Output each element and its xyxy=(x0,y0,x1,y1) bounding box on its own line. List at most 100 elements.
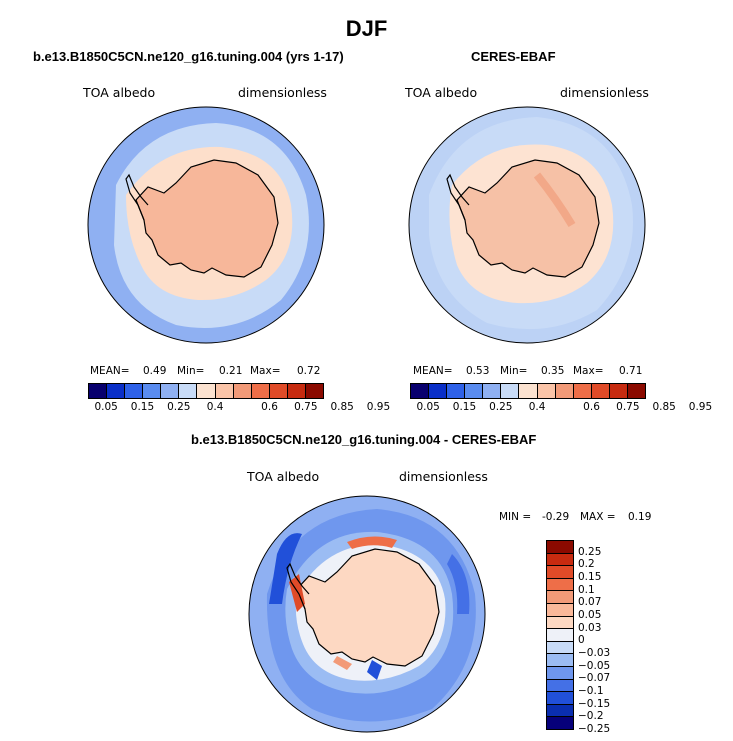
colorbar-swatch xyxy=(107,384,126,398)
colorbar-tick-label: 0.05 xyxy=(416,401,440,413)
colorbar-swatch xyxy=(233,384,252,398)
panel2-antarctica xyxy=(456,159,600,278)
panel3-units-label: dimensionless xyxy=(399,469,488,484)
colorbar-swatch xyxy=(547,603,573,617)
colorbar-tick-label: 0.2 xyxy=(578,558,595,571)
colorbar-swatch xyxy=(215,384,234,398)
colorbar-swatch xyxy=(465,384,484,398)
panel2-variable-label: TOA albedo xyxy=(405,85,478,100)
colorbar-tick-label: 0.4 xyxy=(206,401,224,413)
figure-title: DJF xyxy=(345,16,388,41)
colorbar-swatch xyxy=(501,384,520,398)
colorbar-swatch xyxy=(547,566,573,579)
panel2-peninsula xyxy=(446,173,470,221)
colorbar-swatch xyxy=(161,384,180,398)
colorbar-tick-label: 0.03 xyxy=(578,621,602,634)
panel3-antarctica xyxy=(296,548,440,667)
panel2-title: CERES-EBAF xyxy=(471,49,556,64)
colorbar-tick-label: 0.15 xyxy=(130,401,155,413)
panel1-mean-value: 0.49 xyxy=(143,365,167,377)
colorbar-swatch xyxy=(547,641,573,655)
panel3-positive-north xyxy=(347,536,397,549)
panel2-mean-value: 0.53 xyxy=(466,365,490,377)
colorbar-swatch xyxy=(483,384,502,398)
colorbar-tick-label: −0.05 xyxy=(578,659,611,672)
colorbar-swatch xyxy=(547,541,573,554)
colorbar-tick-label: 0.6 xyxy=(583,401,600,413)
colorbar-swatch xyxy=(547,717,573,729)
colorbar-swatch xyxy=(429,384,448,398)
colorbar-swatch xyxy=(547,666,573,680)
panel1-max-value: 0.72 xyxy=(297,365,321,377)
colorbar-tick-label: 0.25 xyxy=(578,545,602,558)
colorbar-swatch xyxy=(305,384,324,398)
panel1-peninsula xyxy=(125,173,149,221)
panel3-colorbar-ticks: 0.25 0.2 0.15 0.1 0.07 0.05 0.03 0 −0.03 −0.05 −0.… xyxy=(578,540,628,735)
colorbar-tick-label: 0.25 xyxy=(489,401,513,413)
panel3-map-border xyxy=(248,495,486,733)
colorbar-tick-label: 0.05 xyxy=(578,609,602,621)
panel3-negative-ring-dark xyxy=(269,533,302,604)
panel1-units-label: dimensionless xyxy=(238,85,327,100)
panel2-colorbar xyxy=(410,383,646,399)
colorbar-swatch xyxy=(573,384,592,398)
colorbar-swatch xyxy=(89,384,108,398)
panel3-title: b.e13.B1850C5CN.ne120_g16.tuning.004 - C… xyxy=(191,432,537,447)
colorbar-swatch xyxy=(143,384,162,398)
colorbar-swatch xyxy=(547,591,573,604)
panel1-title: b.e13.B1850C5CN.ne120_g16.tuning.004 (yr… xyxy=(33,49,344,64)
colorbar-swatch xyxy=(197,384,216,398)
colorbar-tick-label: 0.1 xyxy=(578,583,595,596)
colorbar-swatch xyxy=(269,384,288,398)
colorbar-swatch xyxy=(609,384,628,398)
colorbar-swatch xyxy=(555,384,574,398)
panel1-colorbar-ticks: 0.05 0.15 0.25 0.4 0.6 0.75 0.85 0.95 xyxy=(88,401,390,415)
panel1-polar-map xyxy=(87,106,325,344)
panel2-map-border xyxy=(408,106,646,344)
panel2-mean-label: MEAN= xyxy=(413,365,453,377)
panel1-min-value: 0.21 xyxy=(219,365,243,377)
colorbar-swatch xyxy=(251,384,270,398)
panel3-negative-ring-east xyxy=(447,554,470,614)
colorbar-tick-label: 0.85 xyxy=(652,401,676,413)
colorbar-swatch xyxy=(591,384,610,398)
panel3-peninsula xyxy=(286,562,310,610)
colorbar-tick-label: 0.95 xyxy=(688,401,713,413)
panel3-positive-south xyxy=(333,656,352,670)
colorbar-tick-label: −0.15 xyxy=(578,697,611,710)
panel3-colorbar xyxy=(546,540,574,730)
panel1-variable-label: TOA albedo xyxy=(83,85,156,100)
panel3-min-value: -0.29 xyxy=(542,511,570,523)
panel1-map-border xyxy=(87,106,325,344)
colorbar-tick-label: 0.85 xyxy=(330,401,354,413)
colorbar-swatch xyxy=(287,384,306,398)
colorbar-swatch xyxy=(547,692,573,705)
colorbar-tick-label: 0 xyxy=(578,634,585,647)
panel3-negative-coast xyxy=(367,660,382,680)
colorbar-swatch xyxy=(447,384,466,398)
colorbar-swatch xyxy=(179,384,198,398)
panel3-positive-west xyxy=(289,574,305,612)
colorbar-swatch xyxy=(547,629,573,642)
panel2-min-label: Min= xyxy=(500,365,528,377)
colorbar-swatch xyxy=(411,384,430,398)
panel3-polar-map xyxy=(248,495,486,733)
colorbar-tick-label: 0.75 xyxy=(294,401,318,413)
colorbar-tick-label: −0.25 xyxy=(578,723,611,735)
panel3-min-label: MIN = xyxy=(499,511,532,523)
colorbar-tick-label: 0.25 xyxy=(167,401,191,413)
colorbar-tick-label: −0.2 xyxy=(578,710,604,723)
colorbar-tick-label: −0.03 xyxy=(578,647,611,659)
colorbar-tick-label: 0.6 xyxy=(261,401,278,413)
panel1-min-label: Min= xyxy=(177,365,205,377)
panel1-max-label: Max= xyxy=(250,365,281,377)
colorbar-tick-label: 0.75 xyxy=(616,401,640,413)
colorbar-swatch xyxy=(547,654,573,667)
colorbar-swatch xyxy=(547,578,573,592)
colorbar-swatch xyxy=(547,704,573,718)
panel2-units-label: dimensionless xyxy=(560,85,649,100)
colorbar-tick-label: 0.4 xyxy=(528,401,546,413)
colorbar-tick-label: 0.15 xyxy=(578,571,602,583)
panel2-min-value: 0.35 xyxy=(541,365,565,377)
colorbar-tick-label: −0.07 xyxy=(578,672,611,685)
